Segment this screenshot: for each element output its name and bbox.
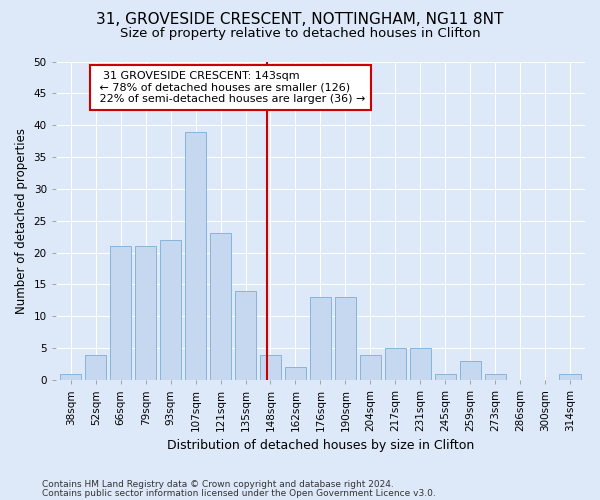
Bar xyxy=(135,246,157,380)
Bar xyxy=(310,297,331,380)
Bar xyxy=(460,361,481,380)
X-axis label: Distribution of detached houses by size in Clifton: Distribution of detached houses by size … xyxy=(167,440,474,452)
Bar xyxy=(185,132,206,380)
Bar xyxy=(485,374,506,380)
Bar xyxy=(160,240,181,380)
Text: Size of property relative to detached houses in Clifton: Size of property relative to detached ho… xyxy=(119,28,481,40)
Bar xyxy=(385,348,406,380)
Y-axis label: Number of detached properties: Number of detached properties xyxy=(15,128,28,314)
Text: Contains public sector information licensed under the Open Government Licence v3: Contains public sector information licen… xyxy=(42,488,436,498)
Bar xyxy=(410,348,431,380)
Text: 31, GROVESIDE CRESCENT, NOTTINGHAM, NG11 8NT: 31, GROVESIDE CRESCENT, NOTTINGHAM, NG11… xyxy=(97,12,503,28)
Text: Contains HM Land Registry data © Crown copyright and database right 2024.: Contains HM Land Registry data © Crown c… xyxy=(42,480,394,489)
Bar xyxy=(60,374,82,380)
Bar xyxy=(559,374,581,380)
Bar xyxy=(360,354,381,380)
Bar xyxy=(285,368,306,380)
Bar xyxy=(260,354,281,380)
Bar xyxy=(110,246,131,380)
Bar xyxy=(335,297,356,380)
Bar xyxy=(85,354,106,380)
Bar xyxy=(434,374,456,380)
Bar xyxy=(210,234,231,380)
Bar xyxy=(235,291,256,380)
Text: 31 GROVESIDE CRESCENT: 143sqm  
 ← 78% of detached houses are smaller (126)
 22%: 31 GROVESIDE CRESCENT: 143sqm ← 78% of d… xyxy=(96,71,365,104)
